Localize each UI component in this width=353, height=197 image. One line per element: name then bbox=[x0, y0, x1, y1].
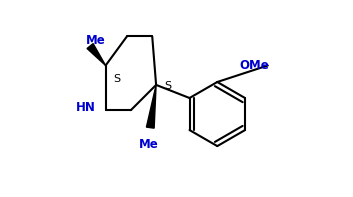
Polygon shape bbox=[146, 85, 156, 128]
Text: OMe: OMe bbox=[239, 59, 269, 72]
Text: Me: Me bbox=[86, 34, 106, 47]
Text: S: S bbox=[113, 74, 120, 84]
Text: S: S bbox=[164, 81, 171, 91]
Text: Me: Me bbox=[138, 138, 158, 151]
Text: HN: HN bbox=[76, 101, 96, 114]
Polygon shape bbox=[87, 44, 106, 65]
